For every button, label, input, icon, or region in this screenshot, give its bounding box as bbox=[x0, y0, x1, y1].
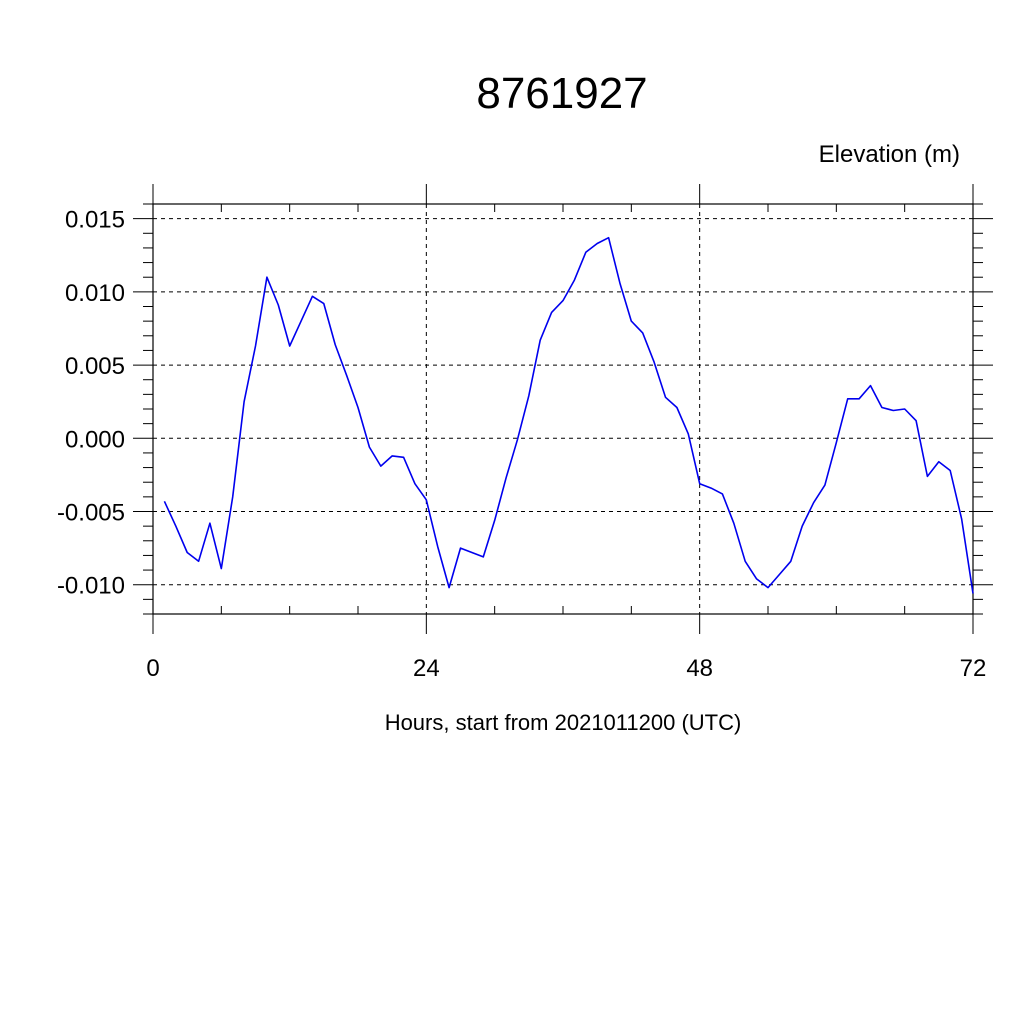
y-tick-label: 0.005 bbox=[65, 353, 125, 380]
chart-title: 8761927 bbox=[476, 69, 647, 118]
y-tick-label: 0.015 bbox=[65, 207, 125, 234]
x-tick-label: 72 bbox=[960, 655, 987, 682]
grid-lines bbox=[153, 204, 973, 614]
x-axis-label: Hours, start from 2021011200 (UTC) bbox=[385, 710, 742, 735]
x-tick-label: 0 bbox=[146, 655, 159, 682]
x-tick-label: 48 bbox=[686, 655, 713, 682]
y-tick-label: 0.010 bbox=[65, 280, 125, 307]
y-tick-label: 0.000 bbox=[65, 426, 125, 453]
x-tick-label: 24 bbox=[413, 655, 440, 682]
y-tick-label: -0.010 bbox=[57, 573, 125, 600]
series-line bbox=[163, 236, 974, 594]
plot-border bbox=[152, 203, 974, 615]
plot-frame bbox=[152, 203, 974, 615]
axis-ticks bbox=[133, 184, 993, 634]
y-axis-label: Elevation (m) bbox=[819, 141, 960, 168]
y-tick-label: -0.005 bbox=[57, 500, 125, 527]
tick-labels: -0.010 -0.005 0.000 0.005 0.010 0.015 0 24 48 72 bbox=[57, 207, 986, 682]
series-layer bbox=[163, 236, 974, 594]
